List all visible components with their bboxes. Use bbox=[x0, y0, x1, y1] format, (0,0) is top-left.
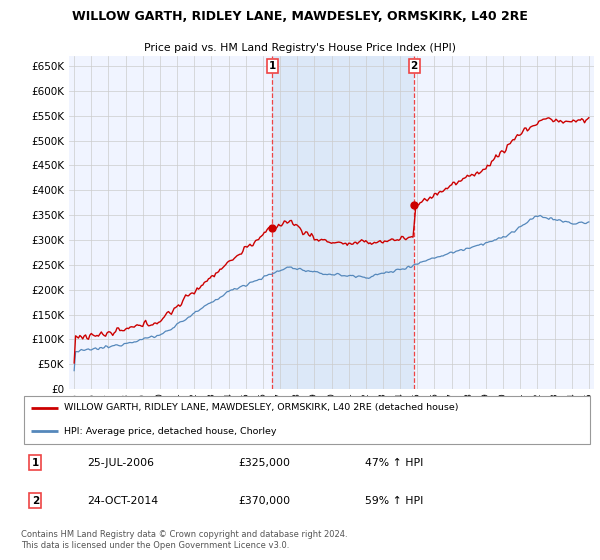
Text: 59% ↑ HPI: 59% ↑ HPI bbox=[365, 496, 423, 506]
FancyBboxPatch shape bbox=[24, 396, 590, 444]
Text: 25-JUL-2006: 25-JUL-2006 bbox=[87, 458, 154, 468]
Text: 47% ↑ HPI: 47% ↑ HPI bbox=[365, 458, 423, 468]
Text: Contains HM Land Registry data © Crown copyright and database right 2024.
This d: Contains HM Land Registry data © Crown c… bbox=[21, 530, 347, 550]
Text: £370,000: £370,000 bbox=[239, 496, 291, 506]
Text: WILLOW GARTH, RIDLEY LANE, MAWDESLEY, ORMSKIRK, L40 2RE (detached house): WILLOW GARTH, RIDLEY LANE, MAWDESLEY, OR… bbox=[64, 403, 458, 412]
Text: £325,000: £325,000 bbox=[239, 458, 291, 468]
Text: WILLOW GARTH, RIDLEY LANE, MAWDESLEY, ORMSKIRK, L40 2RE: WILLOW GARTH, RIDLEY LANE, MAWDESLEY, OR… bbox=[72, 11, 528, 24]
Text: Price paid vs. HM Land Registry's House Price Index (HPI): Price paid vs. HM Land Registry's House … bbox=[144, 43, 456, 53]
Text: 2: 2 bbox=[32, 496, 39, 506]
Text: 1: 1 bbox=[32, 458, 39, 468]
Text: 24-OCT-2014: 24-OCT-2014 bbox=[87, 496, 158, 506]
Bar bbox=[272, 56, 414, 389]
Text: 2: 2 bbox=[410, 61, 418, 71]
Text: HPI: Average price, detached house, Chorley: HPI: Average price, detached house, Chor… bbox=[64, 427, 277, 436]
Text: 1: 1 bbox=[269, 61, 276, 71]
